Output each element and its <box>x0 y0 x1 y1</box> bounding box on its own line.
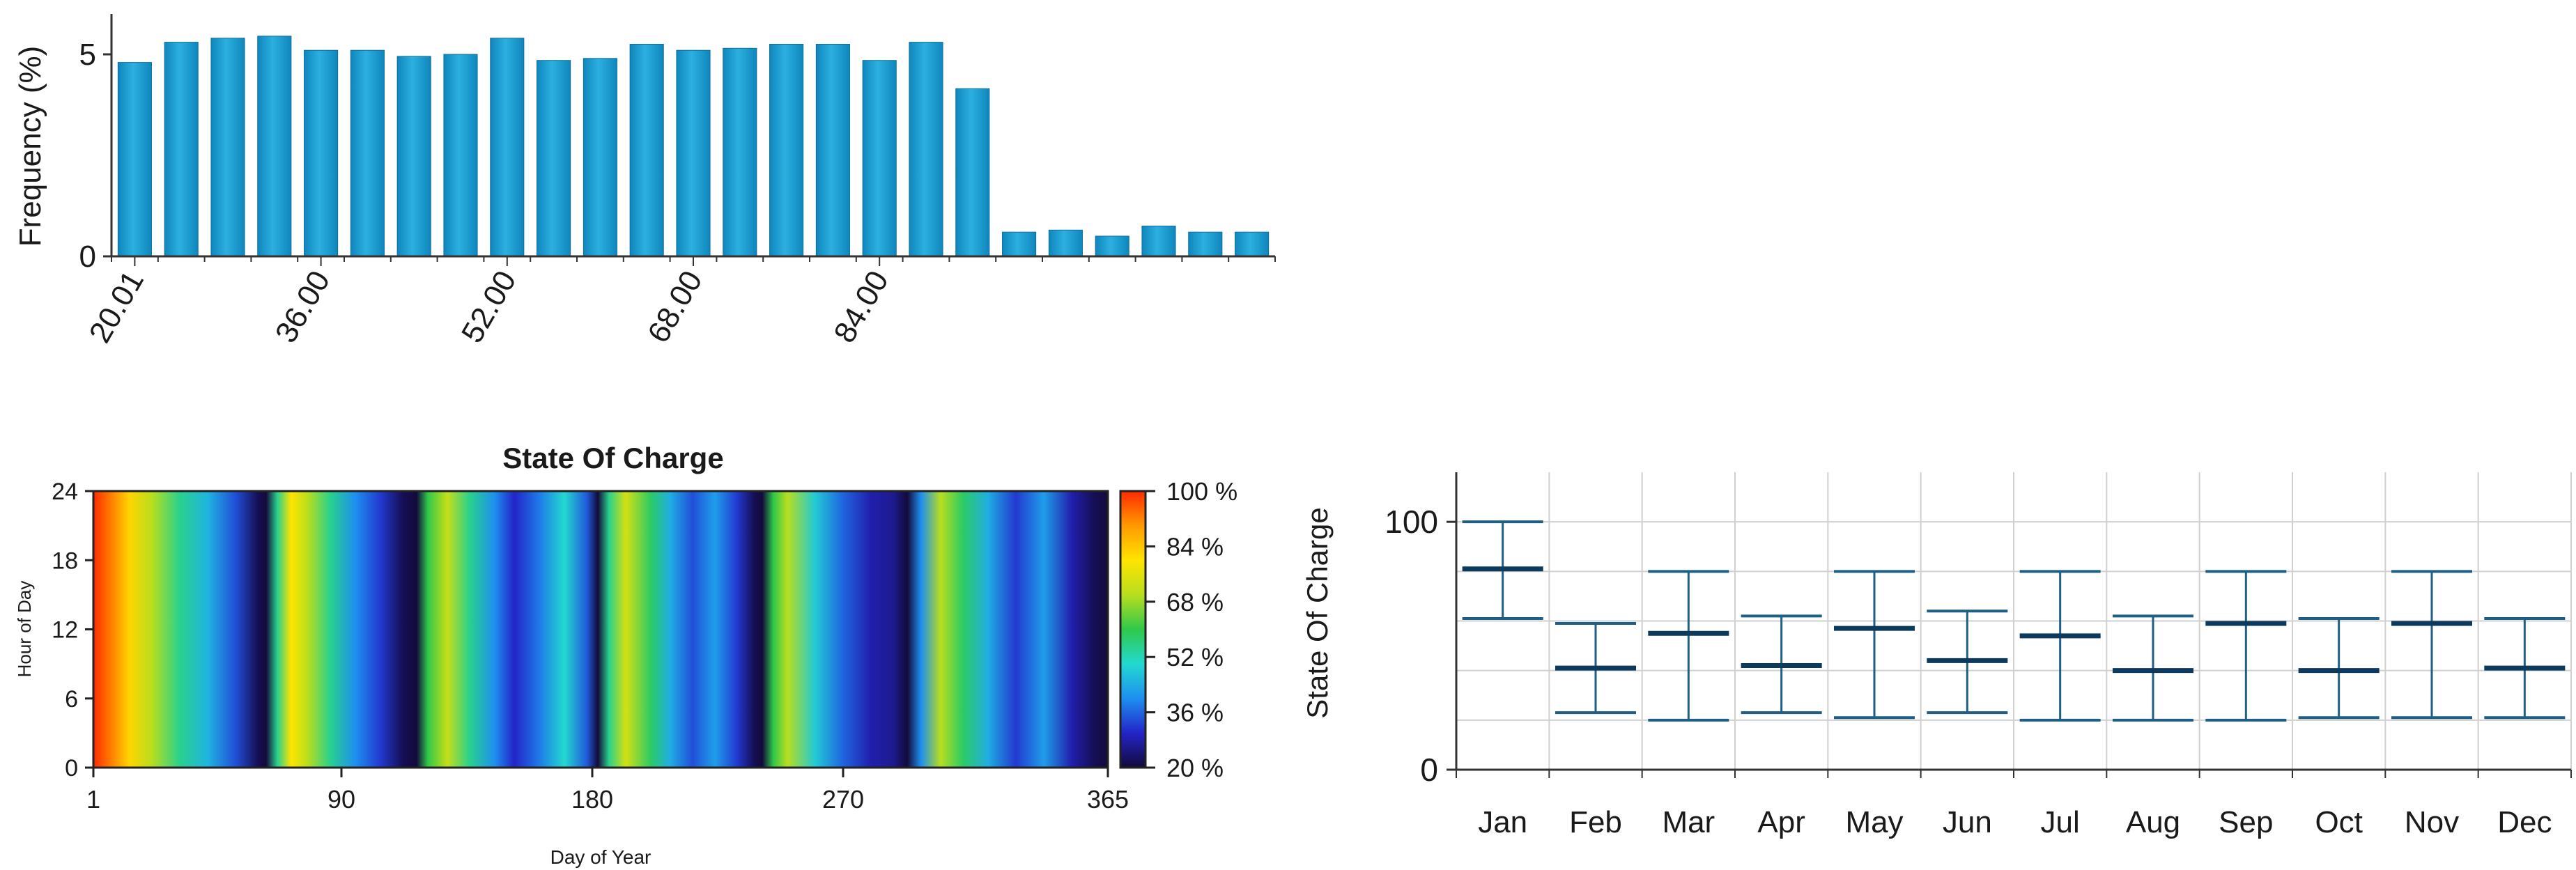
histogram-bar <box>396 56 431 257</box>
heatmap-y-tick-label: 12 <box>52 617 78 644</box>
histogram-bar <box>1048 229 1083 257</box>
histogram-y-tick-label: 0 <box>79 240 96 274</box>
heatmap-x-axis-label: Day of Year <box>550 846 651 868</box>
range-chart-y-tick-label: 100 <box>1385 504 1438 540</box>
colorbar-tick-label: 84 % <box>1166 532 1224 561</box>
range-chart-x-tick-label: Feb <box>1569 805 1622 839</box>
histogram-bar <box>304 49 339 257</box>
heatmap-y-axis-label: Hour of Day <box>14 581 35 678</box>
histogram-bar <box>769 44 804 257</box>
histogram-bar <box>583 58 617 257</box>
heatmap-title: State Of Charge <box>502 442 723 474</box>
colorbar <box>1119 490 1147 769</box>
range-chart-x-tick-label: Aug <box>2126 805 2180 839</box>
range-chart-x-tick-label: Nov <box>2405 805 2459 839</box>
histogram-bar <box>210 38 245 257</box>
heatmap-x-tick-label: 1 <box>86 785 100 814</box>
state-of-charge-heatmap: State Of Charge Hour of Day Day of Year … <box>14 442 1237 868</box>
histogram-x-tick-label: 84.00 <box>827 265 895 349</box>
histogram-bar <box>1235 231 1270 257</box>
histogram-bar <box>1095 235 1129 257</box>
histogram-x-tick-label: 52.00 <box>455 265 523 349</box>
histogram-y-axis-label: Frequency (%) <box>13 46 47 247</box>
histogram-bar <box>955 88 990 257</box>
frequency-histogram: Frequency (%) 0 5 20.01 36.00 52.00 68.00 84.0… <box>13 14 1276 349</box>
histogram-bar <box>723 47 757 257</box>
histogram-bar <box>1002 231 1037 257</box>
range-chart-x-tick-label: Jun <box>1943 805 1992 839</box>
histogram-bar <box>1141 226 1176 257</box>
colorbar-tick-label: 68 % <box>1166 588 1224 616</box>
range-chart-x-tick-label: Sep <box>2219 805 2273 839</box>
histogram-bar <box>537 60 571 257</box>
heatmap-y-tick-label: 6 <box>65 686 78 713</box>
range-chart-y-axis-label: State Of Charge <box>1301 507 1334 719</box>
range-chart-x-tick-label: Jul <box>2041 805 2080 839</box>
histogram-bar <box>443 54 478 257</box>
histogram-x-tick-label: 20.01 <box>83 265 151 349</box>
histogram-bar <box>676 49 711 257</box>
colorbar-tick-label: 52 % <box>1166 643 1224 671</box>
colorbar-tick-label: 20 % <box>1166 754 1224 782</box>
histogram-bar <box>862 60 897 257</box>
heatmap-y-tick-label: 0 <box>65 755 78 782</box>
heatmap-x-tick-label: 90 <box>327 785 355 814</box>
histogram-bar <box>629 44 664 257</box>
heatmap-y-tick-label: 18 <box>52 547 78 574</box>
heatmap-x-tick-label: 180 <box>571 785 613 814</box>
histogram-bar <box>257 36 292 257</box>
histogram-bar <box>117 62 152 257</box>
range-chart-x-tick-label: Jan <box>1478 805 1527 839</box>
heatmap-x-tick-label: 365 <box>1087 785 1129 814</box>
histogram-y-tick-label: 5 <box>79 38 96 72</box>
histogram-x-tick-label: 36.00 <box>269 265 337 349</box>
histogram-bar <box>490 38 525 257</box>
range-chart-x-tick-label: Apr <box>1757 805 1805 839</box>
histogram-bar <box>815 44 850 257</box>
heatmap-y-tick-label: 24 <box>52 479 78 505</box>
range-chart-x-tick-label: Dec <box>2497 805 2552 839</box>
histogram-bar <box>350 49 385 257</box>
monthly-soc-range-chart: State Of Charge Jan Feb Mar Apr May Jun Jul Aug… <box>1301 472 2572 839</box>
heatmap-surface <box>93 491 1108 768</box>
colorbar-tick-label: 36 % <box>1166 699 1224 727</box>
histogram-x-tick-label: 68.00 <box>641 265 709 349</box>
range-chart-x-tick-label: Oct <box>2315 805 2362 839</box>
histogram-bar <box>909 42 943 257</box>
range-chart-x-tick-label: May <box>1845 805 1903 839</box>
histogram-bar <box>1188 231 1223 257</box>
histogram-bar <box>164 42 199 257</box>
heatmap-x-tick-label: 270 <box>822 785 864 814</box>
range-chart-x-tick-label: Mar <box>1662 805 1715 839</box>
range-chart-y-tick-label: 0 <box>1420 752 1438 788</box>
colorbar-tick-label: 100 % <box>1166 477 1237 506</box>
